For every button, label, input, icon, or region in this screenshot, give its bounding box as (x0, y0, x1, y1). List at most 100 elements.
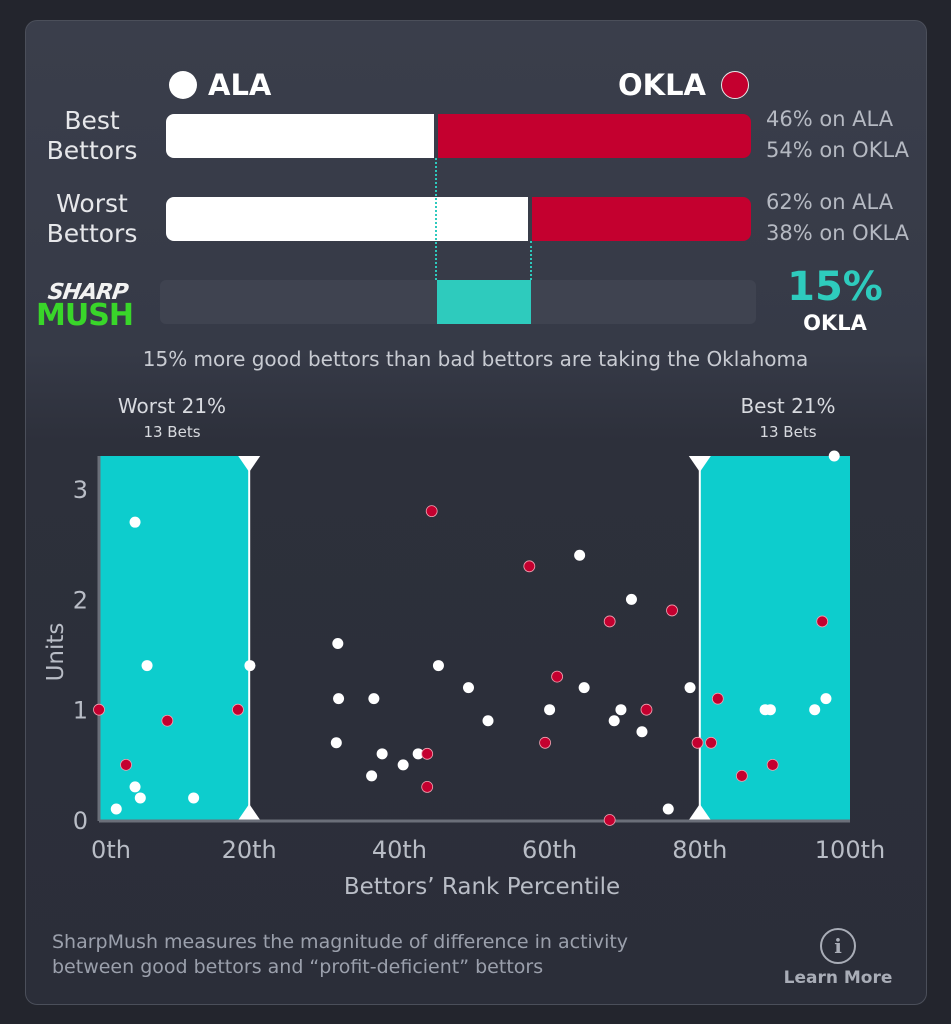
data-point-ala (544, 704, 556, 716)
worst-bettors-label: Worst Bettors (22, 189, 162, 249)
footer-line2: between good bettors and “profit-deficie… (52, 956, 544, 978)
x-tick-label: 80th (672, 836, 727, 864)
data-point-ala (625, 593, 637, 605)
data-point-okla (93, 703, 105, 716)
data-point-ala (482, 715, 494, 727)
data-point-okla (421, 747, 434, 760)
best-pct-text: 46% on ALA 54% on OKLA (766, 104, 909, 166)
okla-color-dot (721, 71, 749, 99)
boundary-handle-top-icon (688, 456, 711, 472)
data-point-ala (828, 450, 840, 462)
data-point-ala (809, 704, 821, 716)
best-right-pct: 54% on OKLA (766, 138, 910, 162)
footer-description: SharpMush measures the magnitude of diff… (52, 930, 628, 980)
boundary-handle-bottom-icon (238, 804, 261, 820)
data-point-okla (766, 758, 779, 771)
data-point-ala (432, 660, 444, 672)
info-circle-icon[interactable]: i (820, 928, 856, 964)
best-region-count: 13 Bets (759, 423, 817, 441)
highlight-region-best (699, 456, 850, 820)
data-point-okla (705, 736, 717, 749)
learn-more-label: Learn More (783, 968, 893, 988)
footer-line1: SharpMush measures the magnitude of diff… (52, 931, 629, 953)
best-left-pct: 46% on ALA (766, 107, 894, 131)
data-point-ala (368, 693, 380, 705)
data-point-okla (666, 604, 678, 617)
data-point-okla (539, 736, 551, 749)
x-axis-title: Bettors’ Rank Percentile (344, 874, 620, 900)
data-point-ala (141, 660, 153, 672)
data-point-ala (330, 737, 342, 749)
sharpmush-logo-mush: MUSH (36, 298, 134, 333)
worst-label-line2: Bettors (46, 219, 138, 248)
best-bettors-label: Best Bettors (22, 106, 162, 166)
worst-right-pct: 38% on OKLA (766, 221, 910, 245)
y-axis-title: Units (43, 623, 69, 682)
data-point-ala (244, 660, 256, 672)
data-point-ala (462, 682, 474, 694)
data-point-ala (110, 803, 122, 815)
data-point-okla (735, 769, 748, 782)
y-tick-label: 2 (73, 586, 88, 614)
data-point-okla (120, 758, 132, 771)
worst-region-title: Worst 21% (117, 394, 227, 418)
bar-right-segment (531, 197, 751, 241)
worst-split-guide (529, 241, 532, 280)
bar-left-segment (166, 197, 528, 241)
best-region-title: Best 21% (740, 394, 836, 418)
data-point-okla (232, 703, 244, 716)
data-point-okla (603, 814, 616, 826)
y-tick-label: 0 (73, 807, 88, 835)
x-tick-label: 0th (91, 836, 131, 864)
data-point-ala (412, 748, 424, 760)
data-point-ala (662, 803, 674, 815)
y-tick-label: 3 (73, 476, 88, 504)
best-label-line2: Bettors (46, 136, 138, 165)
boundary-handle-bottom-icon (688, 804, 711, 820)
x-tick-label: 100th (815, 836, 885, 864)
data-point-ala (820, 693, 832, 705)
data-point-ala (684, 682, 696, 694)
team-left-label: ALA (208, 68, 272, 102)
worst-left-pct: 62% on ALA (766, 190, 894, 214)
sharp-team: OKLA (803, 311, 867, 335)
data-point-okla (603, 615, 616, 628)
bar-left-segment (166, 114, 435, 158)
data-point-ala (134, 792, 146, 804)
x-tick-label: 40th (372, 836, 427, 864)
learn-more-button[interactable]: i Learn More (778, 926, 898, 992)
x-tick-label: 20th (222, 836, 277, 864)
data-point-ala (764, 704, 776, 716)
data-point-okla (640, 703, 653, 716)
data-point-ala (376, 748, 388, 760)
x-tick-label: 60th (522, 836, 577, 864)
sharp-caption: 15% more good bettors than bad bettors a… (142, 347, 809, 371)
data-point-okla (816, 615, 829, 628)
data-point-ala (578, 682, 590, 694)
data-point-okla (523, 560, 536, 573)
worst-pct-text: 62% on ALA 38% on OKLA (766, 187, 909, 249)
sharp-value: 15% (787, 264, 883, 310)
ala-color-dot (169, 71, 197, 99)
bar-right-segment (438, 114, 751, 158)
sharp-difference-fill (437, 280, 531, 324)
data-point-ala (129, 516, 141, 528)
data-point-ala (332, 638, 344, 650)
data-point-ala (615, 704, 627, 716)
best-split-guide (435, 158, 438, 280)
data-point-okla (551, 670, 564, 683)
data-point-okla (161, 714, 174, 727)
y-tick-label: 1 (73, 697, 88, 725)
data-point-ala (636, 726, 648, 738)
data-point-ala (129, 781, 141, 793)
data-point-okla (691, 736, 704, 749)
worst-label-line1: Worst (56, 189, 128, 218)
data-point-okla (711, 692, 724, 705)
team-right-label: OKLA (617, 68, 706, 102)
data-point-ala (574, 549, 586, 561)
data-point-okla (421, 781, 434, 793)
boundary-handle-top-icon (238, 456, 261, 472)
worst-region-count: 13 Bets (143, 423, 201, 441)
data-point-ala (188, 792, 200, 804)
